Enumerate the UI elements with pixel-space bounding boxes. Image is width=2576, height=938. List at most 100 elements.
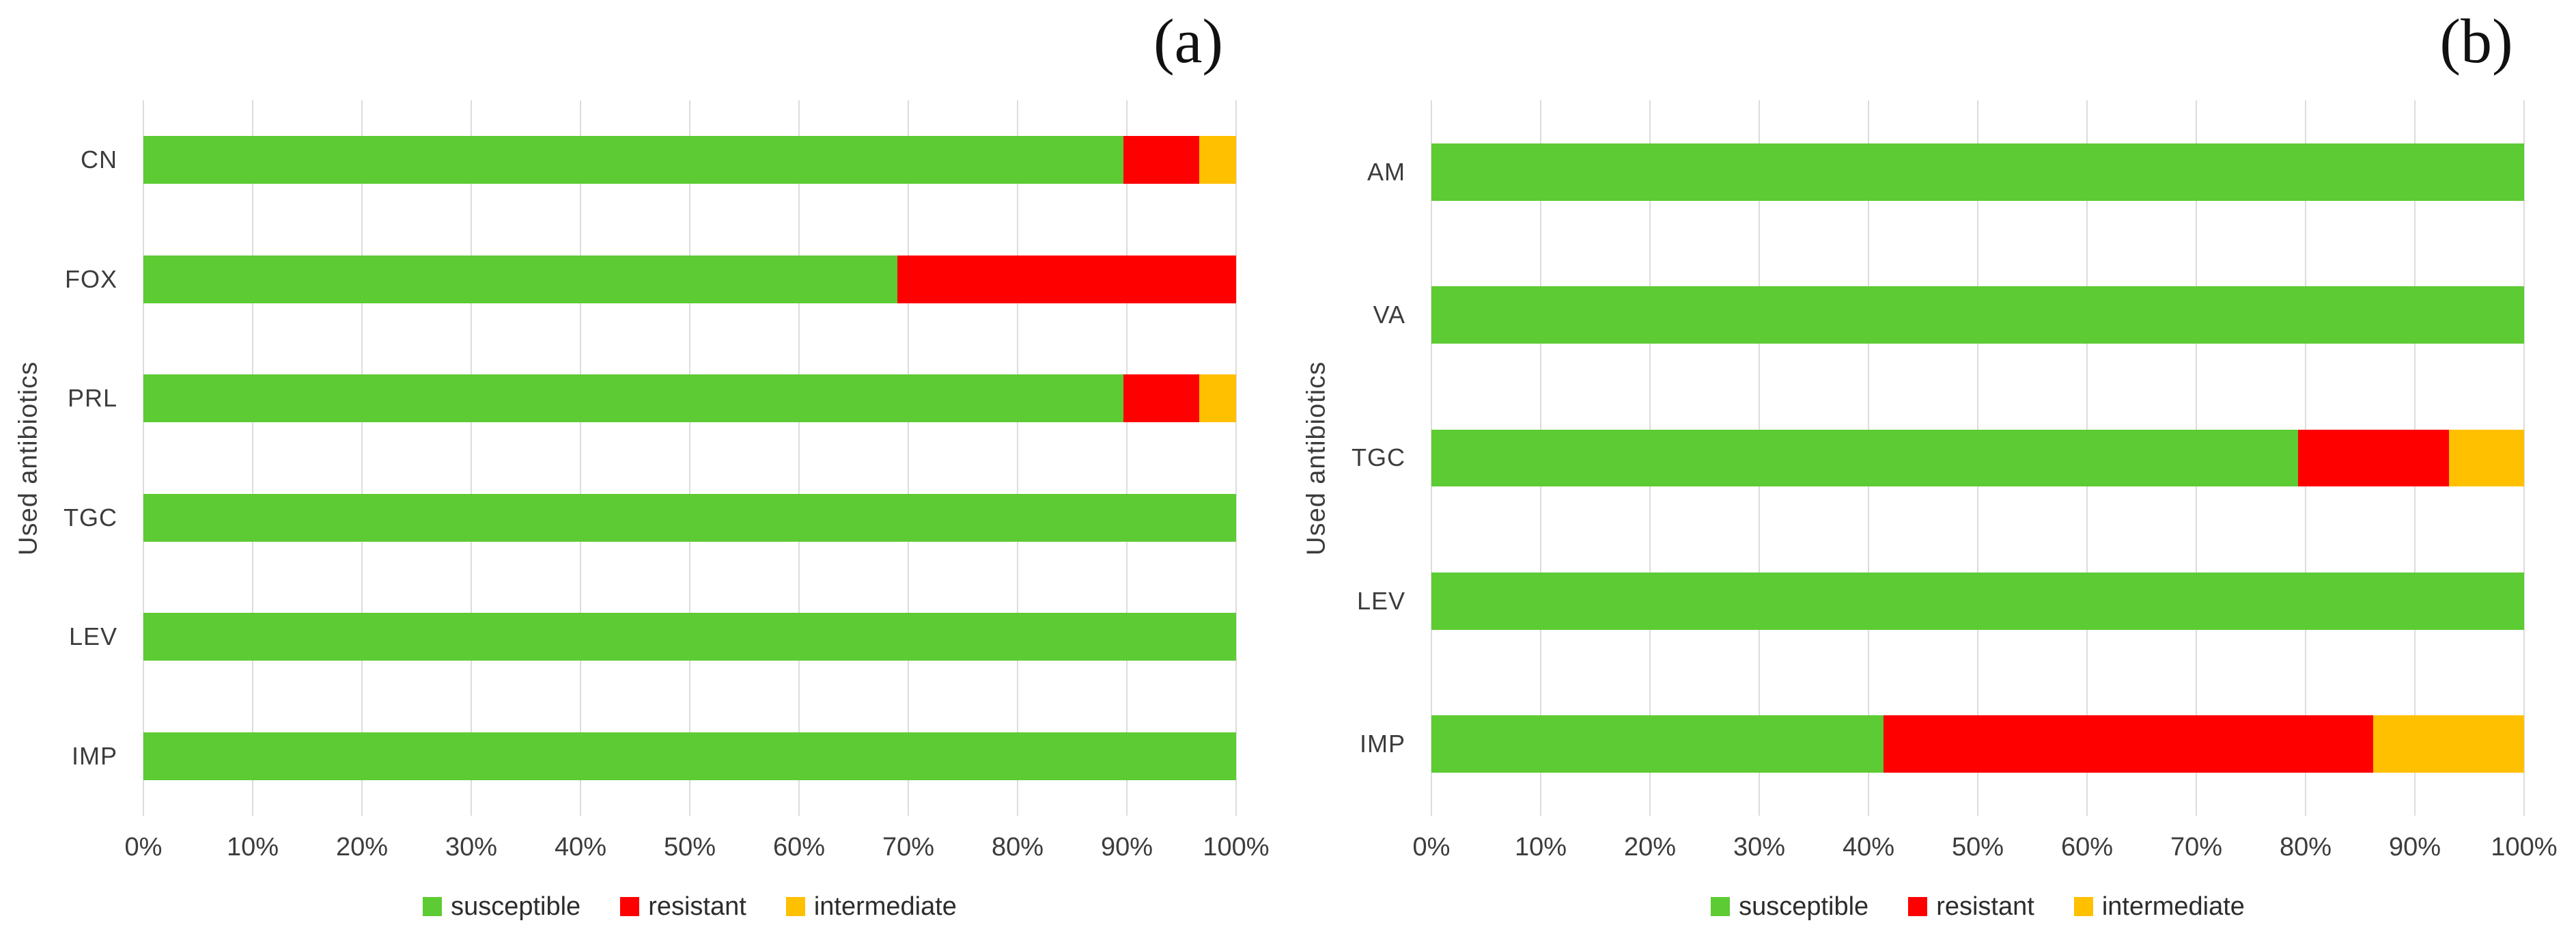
x-tick-label: 40%	[554, 833, 607, 861]
legend-item-intermediate: intermediate	[785, 892, 957, 922]
gridline	[361, 100, 363, 816]
bar-row	[143, 339, 1236, 458]
gridline	[1017, 100, 1018, 816]
legend-label: susceptible	[1739, 892, 1869, 921]
x-tick-label: 60%	[772, 833, 826, 861]
category-label: VA	[1373, 301, 1405, 329]
x-tick-label: 20%	[335, 833, 389, 861]
gridline	[798, 100, 800, 816]
category-label: IMP	[71, 741, 117, 770]
bar-segment-intermediate	[2448, 429, 2524, 487]
stacked-bar-VA	[1431, 286, 2524, 344]
x-tick-label: 70%	[2170, 833, 2223, 861]
bar-segment-susceptible	[143, 732, 1236, 780]
category-label: LEV	[68, 622, 117, 651]
panel-a-label: (a)	[1153, 6, 1224, 76]
bar-row	[143, 220, 1236, 340]
gridline	[580, 100, 581, 816]
stacked-bar-IMP	[1431, 715, 2524, 773]
x-tick-label: 0%	[124, 833, 163, 861]
gridline	[143, 100, 144, 816]
gridline	[252, 100, 253, 816]
stacked-bar-PRL	[143, 374, 1236, 423]
gridline	[689, 100, 690, 816]
bar-segment-susceptible	[1431, 573, 2524, 630]
legend-item-resistant: resistant	[1908, 892, 2034, 922]
legend-label: intermediate	[813, 892, 957, 921]
bar-segment-susceptible	[143, 613, 1236, 661]
legend-item-susceptible: susceptible	[423, 892, 580, 922]
x-axis: 0% 10% 20% 30% 40% 50% 60% 70% 80% 90% 100%	[125, 821, 1270, 873]
category-label: LEV	[1356, 586, 1405, 615]
category-label: AM	[1367, 157, 1405, 186]
x-tick-label: 70%	[882, 833, 935, 861]
panel-b-label: (b)	[2439, 6, 2513, 76]
legend-swatch-susceptible	[423, 897, 443, 916]
legend-item-resistant: resistant	[620, 892, 746, 922]
legend: susceptible resistant intermediate	[1431, 883, 2524, 930]
legend-label: intermediate	[2101, 892, 2245, 921]
bar-row	[1431, 673, 2524, 816]
x-tick-label: 20%	[1623, 833, 1677, 861]
x-tick-label: 80%	[991, 833, 1044, 861]
legend-swatch-susceptible	[1711, 897, 1731, 916]
bar-row	[143, 100, 1236, 220]
bar-row	[143, 458, 1236, 578]
gridline	[2523, 100, 2525, 816]
category-label: TGC	[1352, 443, 1405, 472]
category-label: CN	[81, 146, 117, 174]
bar-row	[1431, 387, 2524, 529]
panel-b: (b) Used antibiotics AM VA TGC LEV IMP 0% 10%…	[1288, 0, 2576, 938]
x-tick-label: 30%	[1733, 833, 1786, 861]
bar-segment-susceptible	[143, 493, 1236, 542]
stacked-bar-IMP	[143, 732, 1236, 780]
bar-segment-susceptible	[1431, 715, 1884, 773]
panel-a: (a) Used antibiotics CN FOX PRL TGC LEV IMP 0…	[0, 6, 1270, 930]
bar-segment-susceptible	[1431, 286, 2524, 344]
bar-row	[1431, 100, 2524, 243]
x-tick-label: 30%	[445, 833, 498, 861]
x-tick-label: 100%	[1203, 833, 1270, 861]
stacked-bar-FOX	[143, 255, 1236, 303]
stacked-bar-LEV	[1431, 573, 2524, 630]
x-tick-label: 50%	[663, 833, 716, 861]
gridline	[1126, 100, 1128, 816]
bar-segment-susceptible	[1431, 429, 2298, 487]
x-tick-label: 100%	[2491, 833, 2558, 861]
legend-swatch-intermediate	[785, 897, 805, 916]
category-label: PRL	[67, 384, 117, 413]
legend: susceptible resistant intermediate	[143, 883, 1236, 930]
x-tick-label: 60%	[2060, 833, 2114, 861]
x-tick-label: 0%	[1412, 833, 1451, 861]
legend-label: resistant	[648, 892, 746, 921]
legend-swatch-resistant	[620, 897, 640, 916]
bar-row	[143, 697, 1236, 816]
y-labels: AM VA TGC LEV IMP	[1288, 100, 1405, 816]
y-labels: CN FOX PRL TGC LEV IMP	[0, 100, 117, 816]
x-tick-label: 90%	[1100, 833, 1153, 861]
bar-row	[143, 577, 1236, 697]
bar-segment-susceptible	[143, 136, 1124, 184]
gridline	[471, 100, 472, 816]
x-tick-label: 10%	[226, 833, 279, 861]
x-tick-label: 10%	[1514, 833, 1567, 861]
gridline	[1235, 100, 1237, 816]
legend-label: susceptible	[451, 892, 581, 921]
gridline	[908, 100, 909, 816]
stacked-bar-LEV	[143, 613, 1236, 661]
bar-segment-intermediate	[1199, 374, 1236, 423]
stacked-bar-TGC	[1431, 429, 2524, 487]
x-tick-label: 80%	[2279, 833, 2332, 861]
bar-segment-intermediate	[2373, 715, 2524, 773]
bar-segment-susceptible	[143, 255, 897, 303]
category-label: TGC	[64, 503, 117, 532]
bar-row	[1431, 243, 2524, 386]
x-tick-label: 90%	[2388, 833, 2441, 861]
bar-segment-resistant	[1123, 136, 1199, 184]
bar-segment-resistant	[2297, 429, 2449, 487]
stacked-bar-CN	[143, 136, 1236, 184]
x-axis: 0% 10% 20% 30% 40% 50% 60% 70% 80% 90% 100%	[1413, 821, 2558, 873]
legend-item-intermediate: intermediate	[2073, 892, 2245, 922]
category-label: IMP	[1359, 730, 1405, 758]
bar-segment-susceptible	[143, 374, 1124, 423]
